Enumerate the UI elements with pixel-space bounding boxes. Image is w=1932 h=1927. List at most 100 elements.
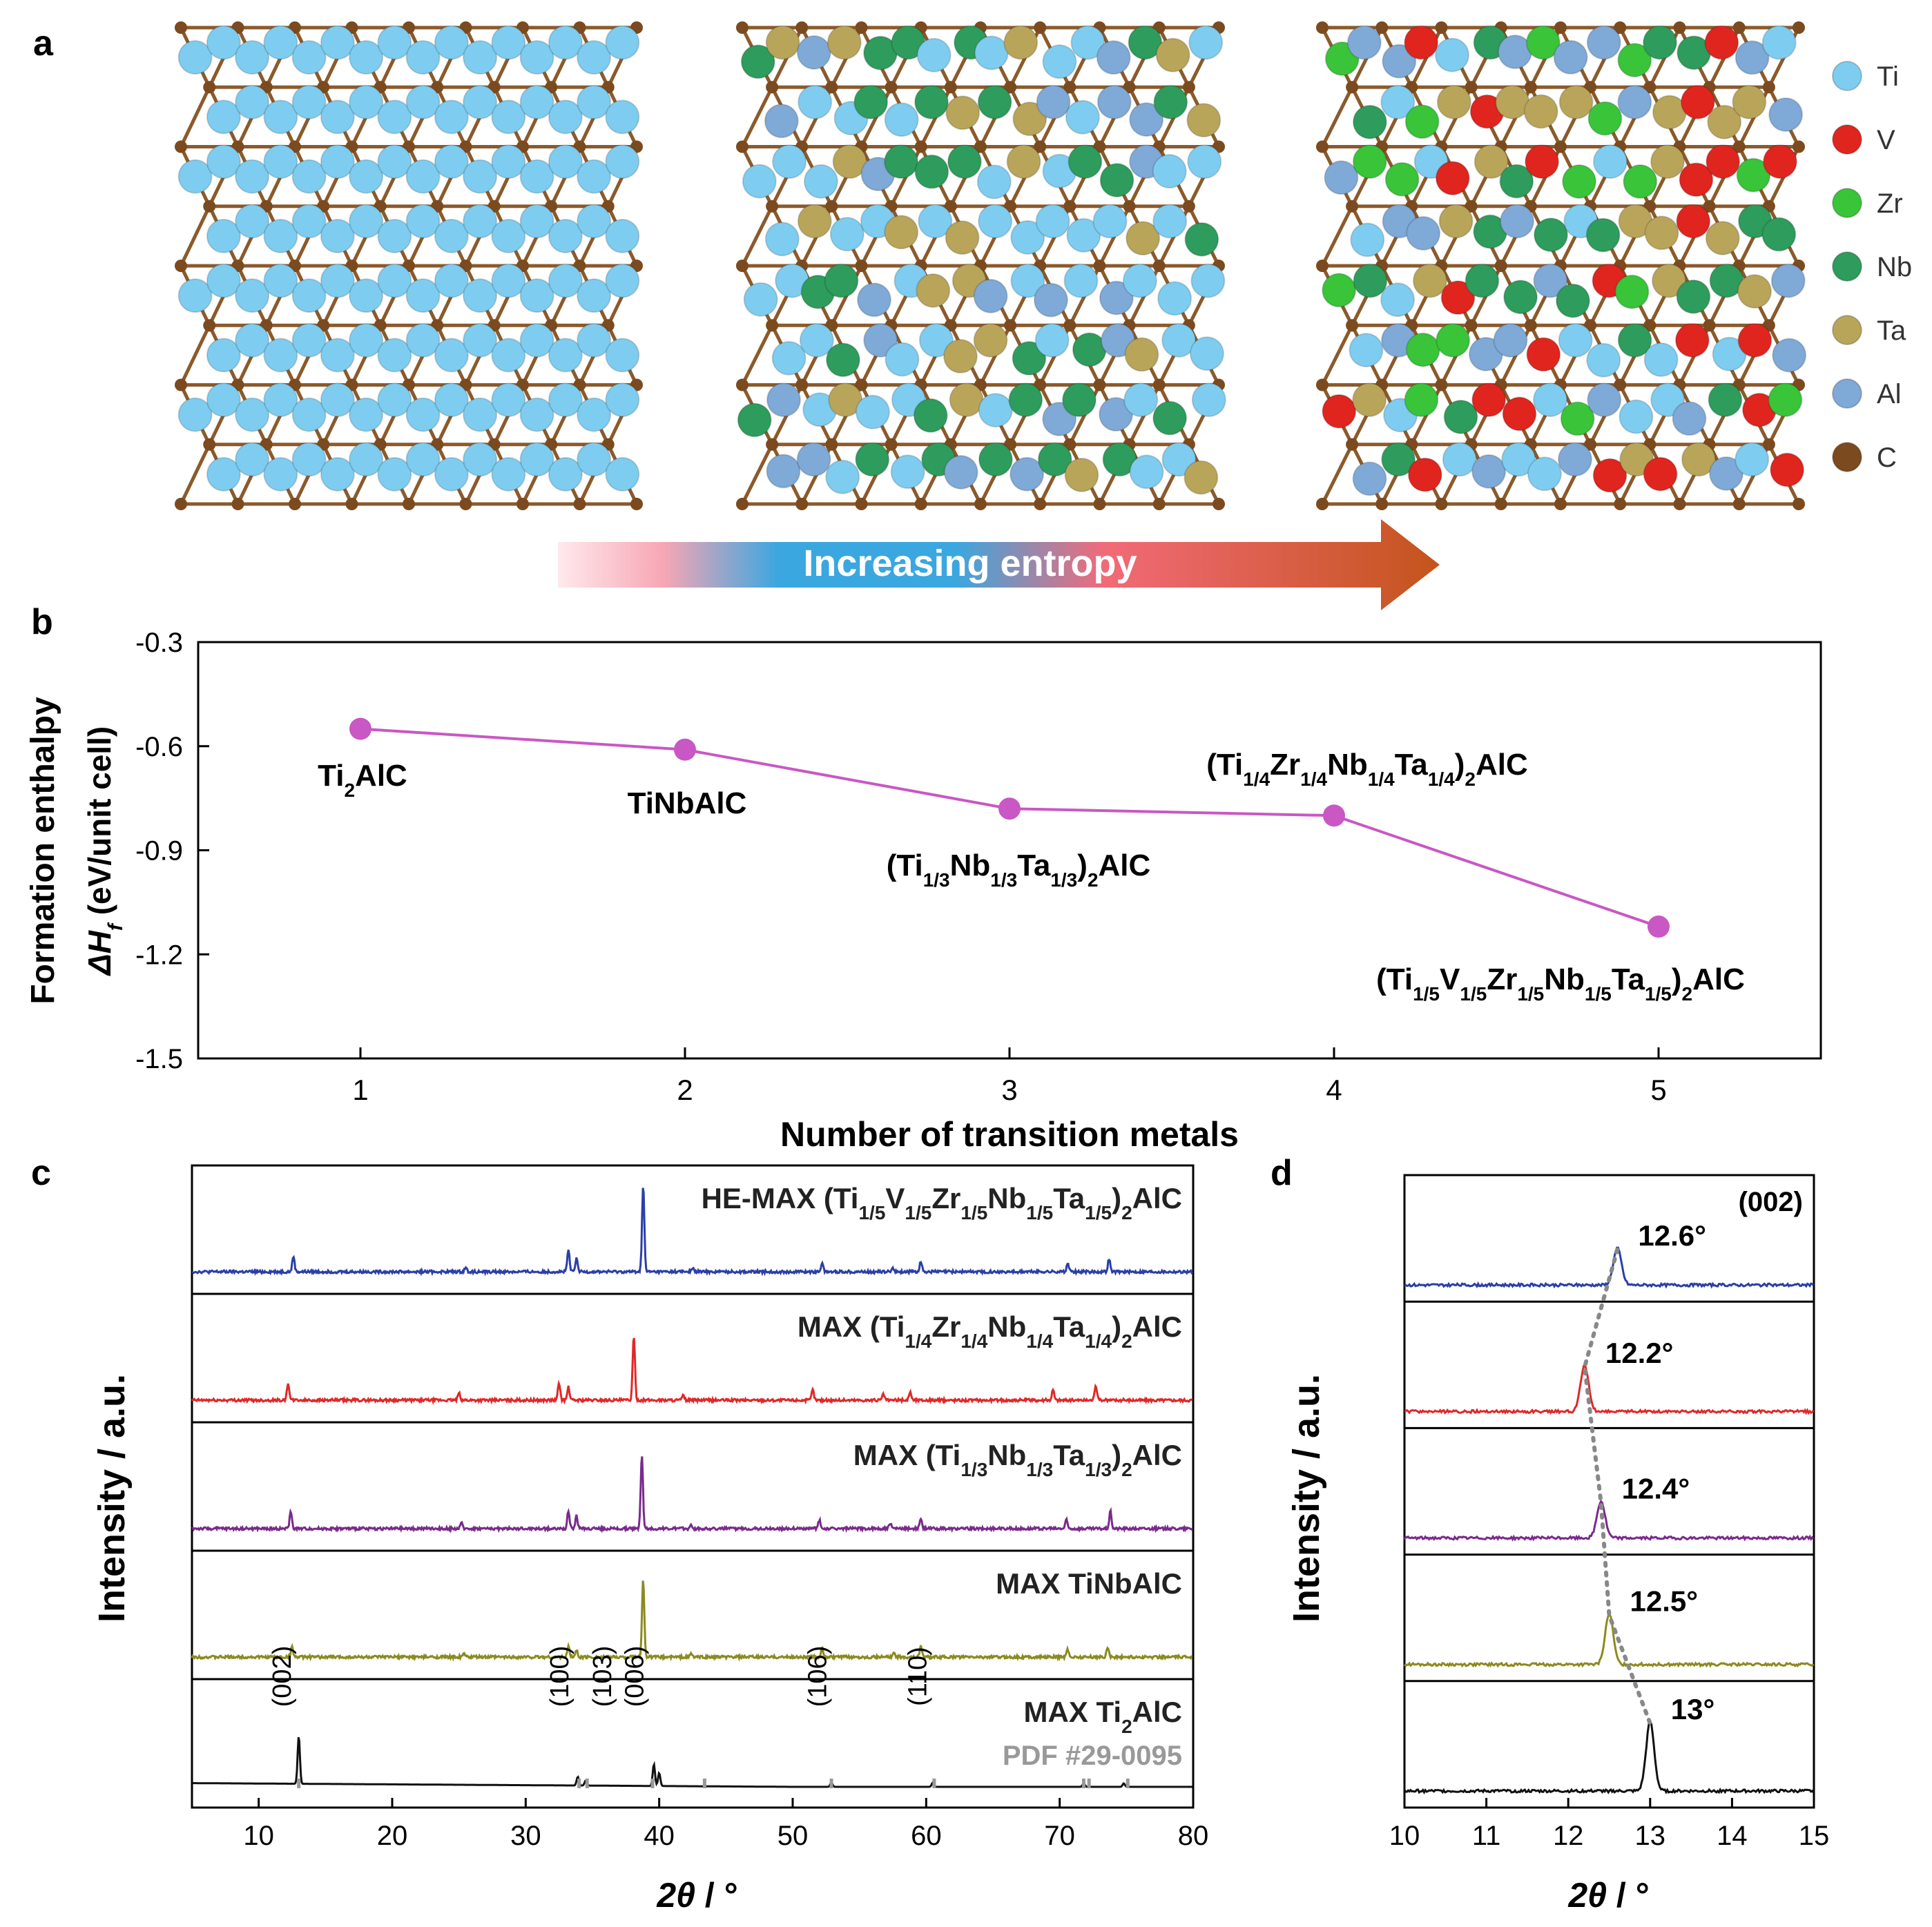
metal-atom	[1384, 162, 1420, 197]
metal-atom	[320, 338, 355, 373]
metal-atom	[1066, 217, 1101, 253]
x-tick-label-c: 70	[1044, 1821, 1075, 1851]
carbon-atom	[766, 200, 779, 213]
metal-atom	[577, 278, 612, 313]
metal-atom	[405, 84, 441, 119]
metal-atom	[1553, 39, 1588, 75]
metal-atom	[1587, 383, 1622, 418]
carbon-atom	[825, 200, 838, 213]
point-label-b: Ti2AlC	[318, 759, 407, 801]
metal-atom	[491, 218, 526, 253]
metal-atom	[1157, 281, 1192, 316]
bond	[1320, 325, 1354, 386]
carbon-atom	[1554, 498, 1567, 510]
metal-atom	[1008, 383, 1043, 418]
carbon-atom	[1034, 498, 1047, 510]
metal-atom	[291, 159, 327, 194]
metal-atom	[405, 442, 441, 477]
metal-atom	[463, 278, 498, 313]
x-tick-label-c: 50	[777, 1821, 809, 1851]
metal-atom	[1617, 322, 1652, 358]
metal-atom	[1190, 263, 1226, 298]
metal-atom	[349, 84, 384, 119]
carbon-atom	[766, 81, 779, 94]
carbon-atom	[1703, 200, 1716, 213]
metal-atom	[918, 204, 953, 239]
metal-atom	[796, 35, 831, 70]
metal-atom	[1676, 279, 1711, 314]
metal-atom	[1350, 222, 1385, 258]
bond	[179, 86, 211, 148]
metal-atom	[235, 278, 270, 313]
carbon-atom	[1152, 378, 1166, 391]
xrd-zoom-pattern-5	[1403, 1720, 1815, 1795]
metal-atom	[1642, 25, 1677, 60]
carbon-atom	[944, 200, 957, 213]
metal-atom	[797, 204, 832, 239]
y-axis-label-d: Intensity / a.u.	[1286, 1374, 1327, 1623]
metal-atom	[491, 25, 526, 60]
metal-atom	[771, 340, 806, 376]
carbon-atom	[1213, 498, 1225, 510]
metal-atom	[434, 25, 469, 60]
y-axis-label-b-line1: Formation enthalpy	[25, 697, 61, 1005]
metal-atom	[1471, 454, 1507, 489]
metal-atom	[1586, 25, 1621, 60]
carbon-atom	[1762, 81, 1775, 94]
bond	[179, 443, 211, 505]
carbon-atom	[1793, 21, 1805, 34]
carbon-atom	[1316, 498, 1329, 510]
metal-atom	[1525, 25, 1561, 60]
metal-atom	[1503, 280, 1538, 315]
metal-atom	[349, 159, 384, 194]
x-tick-label-d: 14	[1717, 1821, 1748, 1851]
metal-atom	[1619, 399, 1654, 434]
metal-atom	[1643, 342, 1679, 377]
xrd-pattern-5	[192, 1736, 1192, 1788]
metal-atom	[577, 442, 612, 477]
metal-atom	[1471, 383, 1507, 418]
metal-atom	[798, 84, 833, 119]
metal-atom	[1644, 215, 1679, 251]
metal-atom	[1623, 164, 1658, 199]
metal-atom	[1674, 322, 1710, 358]
xrd-zoom-pattern-4	[1403, 1614, 1815, 1668]
carbon-atom	[974, 498, 987, 510]
metal-atom	[1680, 84, 1715, 119]
metal-atom	[765, 25, 800, 60]
carbon-atom	[1643, 319, 1656, 332]
metal-atom	[605, 383, 640, 418]
metal-atom	[1465, 263, 1500, 298]
metal-atom	[177, 40, 213, 75]
metal-atom	[548, 99, 583, 135]
metal-atom	[1679, 162, 1714, 197]
carbon-atom	[403, 498, 415, 510]
metal-atom	[519, 40, 554, 75]
x-tick-label-b: 5	[1650, 1074, 1666, 1106]
metal-atom	[1474, 144, 1509, 180]
carbon-atom	[1034, 21, 1047, 34]
metal-atom	[1736, 157, 1771, 193]
metal-atom	[291, 442, 327, 477]
xrd-pattern-4	[191, 1580, 1193, 1662]
metal-atom	[863, 322, 898, 358]
legend-label-zr: Zr	[1877, 188, 1903, 219]
metal-atom	[291, 84, 327, 119]
metal-atom	[1560, 401, 1595, 436]
metal-atom	[1676, 204, 1711, 239]
metal-atom	[1191, 383, 1226, 418]
carbon-atom	[1614, 21, 1627, 34]
metal-atom	[1650, 383, 1685, 418]
metal-atom	[548, 218, 583, 253]
metal-atom	[463, 322, 498, 358]
metal-atom	[766, 383, 801, 418]
legend-label-c: C	[1877, 443, 1897, 473]
plot-frame-c	[191, 1164, 1195, 1809]
y-tick-label-b: -0.3	[135, 628, 183, 658]
metal-atom	[434, 99, 469, 135]
metal-atom	[764, 104, 799, 139]
metal-atom	[548, 456, 583, 492]
metal-atom	[943, 338, 978, 374]
panel-d: d 12.6° 12.2° 12.4° 12.5° 13° (002) 10 11 12 13 14…	[1271, 1153, 1829, 1915]
metal-atom	[434, 456, 469, 492]
